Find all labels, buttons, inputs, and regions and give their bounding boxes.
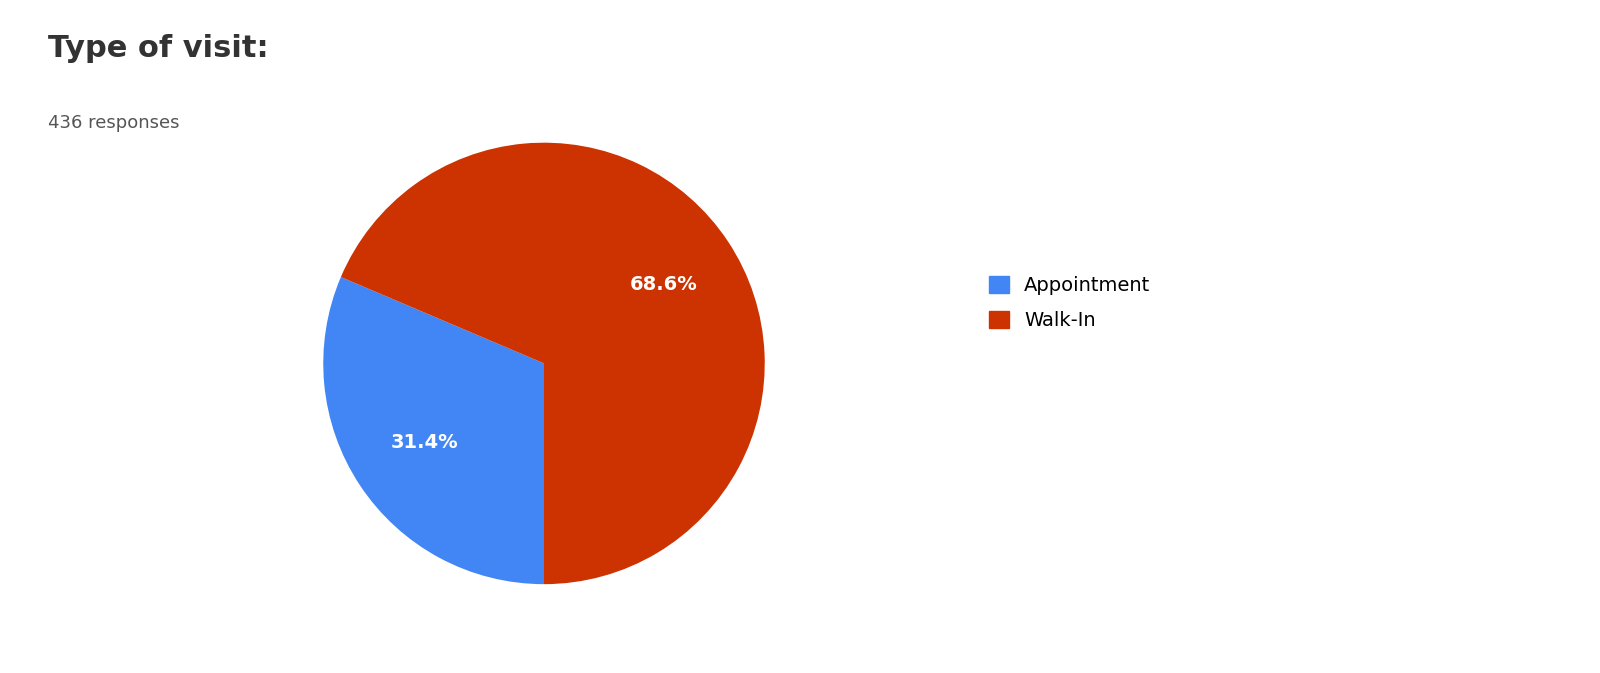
Text: Type of visit:: Type of visit: — [48, 34, 269, 63]
Legend: Appointment, Walk-In: Appointment, Walk-In — [970, 256, 1170, 349]
Wedge shape — [341, 143, 765, 584]
Wedge shape — [323, 277, 544, 584]
Text: 68.6%: 68.6% — [630, 275, 698, 294]
Text: 436 responses: 436 responses — [48, 114, 179, 133]
Text: 31.4%: 31.4% — [390, 433, 458, 452]
